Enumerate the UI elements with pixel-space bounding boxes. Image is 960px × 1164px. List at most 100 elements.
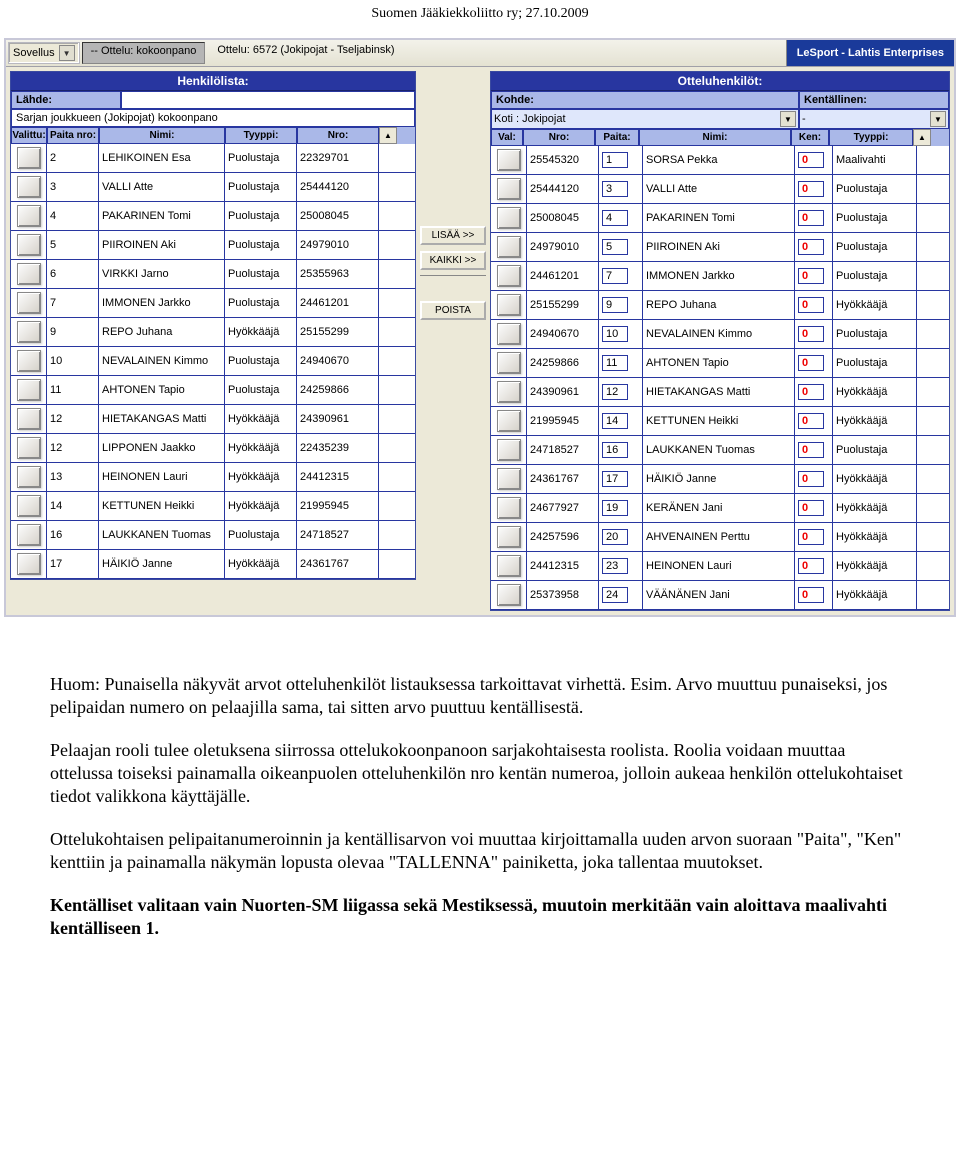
col-tyyppi[interactable]: Tyyppi: [829,129,913,146]
row-checkbox[interactable] [491,349,527,377]
col-val[interactable]: Val: [491,129,523,146]
row-checkbox[interactable] [491,465,527,493]
table-row[interactable]: 2425759620AHVENAINEN Perttu0Hyökkääjä [491,523,949,552]
row-checkbox[interactable] [11,202,47,230]
row-checkbox[interactable] [491,552,527,580]
ken-input[interactable]: 0 [795,523,833,551]
paita-input[interactable]: 11 [599,349,643,377]
add-button[interactable]: LISÄÄ >> [420,226,486,245]
col-paita[interactable]: Paita nro: [47,127,99,144]
row-checkbox[interactable] [11,463,47,491]
table-row[interactable]: 2425986611AHTONEN Tapio0Puolustaja [491,349,949,378]
row-checkbox[interactable] [491,262,527,290]
table-row[interactable]: 2494067010NEVALAINEN Kimmo0Puolustaja [491,320,949,349]
table-row[interactable]: 2436176717HÄIKIÖ Janne0Hyökkääjä [491,465,949,494]
row-checkbox[interactable] [491,204,527,232]
row-checkbox[interactable] [11,260,47,288]
paita-input[interactable]: 17 [599,465,643,493]
all-button[interactable]: KAIKKI >> [420,251,486,270]
col-ken[interactable]: Ken: [791,129,829,146]
ken-input[interactable]: 0 [795,407,833,435]
row-checkbox[interactable] [491,175,527,203]
ken-input[interactable]: 0 [795,175,833,203]
ken-input[interactable]: 0 [795,494,833,522]
row-checkbox[interactable] [491,291,527,319]
row-checkbox[interactable] [11,492,47,520]
row-checkbox[interactable] [491,146,527,174]
table-row[interactable]: 14KETTUNEN HeikkiHyökkääjä21995945 [11,492,415,521]
table-row[interactable]: 254441203VALLI Atte0Puolustaja [491,175,949,204]
table-row[interactable]: 11AHTONEN TapioPuolustaja24259866 [11,376,415,405]
remove-button[interactable]: POISTA [420,301,486,320]
row-checkbox[interactable] [491,378,527,406]
ken-input[interactable]: 0 [795,291,833,319]
paita-input[interactable]: 1 [599,146,643,174]
table-row[interactable]: 12HIETAKANGAS MattiHyökkääjä24390961 [11,405,415,434]
col-nimi[interactable]: Nimi: [99,127,225,144]
ken-input[interactable]: 0 [795,552,833,580]
table-row[interactable]: 250080454PAKARINEN Tomi0Puolustaja [491,204,949,233]
table-row[interactable]: 2LEHIKOINEN EsaPuolustaja22329701 [11,144,415,173]
table-row[interactable]: 16LAUKKANEN TuomasPuolustaja24718527 [11,521,415,550]
row-checkbox[interactable] [491,494,527,522]
table-row[interactable]: 3VALLI AttePuolustaja25444120 [11,173,415,202]
paita-input[interactable]: 24 [599,581,643,609]
ken-input[interactable]: 0 [795,349,833,377]
paita-input[interactable]: 5 [599,233,643,261]
ken-input[interactable]: 0 [795,320,833,348]
paita-input[interactable]: 20 [599,523,643,551]
kentallinen-dropdown[interactable]: - ▼ [799,109,949,129]
paita-input[interactable]: 23 [599,552,643,580]
scroll-up-icon[interactable]: ▲ [913,129,931,146]
table-row[interactable]: 17HÄIKIÖ JanneHyökkääjä24361767 [11,550,415,579]
row-checkbox[interactable] [491,581,527,609]
table-row[interactable]: 2471852716LAUKKANEN Tuomas0Puolustaja [491,436,949,465]
ken-input[interactable]: 0 [795,204,833,232]
ken-input[interactable]: 0 [795,262,833,290]
col-paita[interactable]: Paita: [595,129,639,146]
col-nro[interactable]: Nro: [523,129,595,146]
table-row[interactable]: 2439096112HIETAKANGAS Matti0Hyökkääjä [491,378,949,407]
row-checkbox[interactable] [11,144,47,172]
paita-input[interactable]: 19 [599,494,643,522]
col-nro[interactable]: Nro: [297,127,379,144]
row-checkbox[interactable] [11,521,47,549]
table-row[interactable]: 4PAKARINEN TomiPuolustaja25008045 [11,202,415,231]
row-checkbox[interactable] [491,233,527,261]
tab-kokoonpano[interactable]: -- Ottelu: kokoonpano [82,42,206,64]
table-row[interactable]: 244612017IMMONEN Jarkko0Puolustaja [491,262,949,291]
paita-input[interactable]: 3 [599,175,643,203]
row-checkbox[interactable] [491,407,527,435]
row-checkbox[interactable] [11,550,47,578]
row-checkbox[interactable] [11,231,47,259]
table-row[interactable]: 9REPO JuhanaHyökkääjä25155299 [11,318,415,347]
col-tyyppi[interactable]: Tyyppi: [225,127,297,144]
table-row[interactable]: 2537395824VÄÄNÄNEN Jani0Hyökkääjä [491,581,949,610]
table-row[interactable]: 249790105PIIROINEN Aki0Puolustaja [491,233,949,262]
ken-input[interactable]: 0 [795,436,833,464]
row-checkbox[interactable] [491,523,527,551]
row-checkbox[interactable] [11,289,47,317]
table-row[interactable]: 7IMMONEN JarkkoPuolustaja24461201 [11,289,415,318]
table-row[interactable]: 251552999REPO Juhana0Hyökkääjä [491,291,949,320]
paita-input[interactable]: 7 [599,262,643,290]
row-checkbox[interactable] [11,405,47,433]
row-checkbox[interactable] [491,436,527,464]
table-row[interactable]: 6VIRKKI JarnoPuolustaja25355963 [11,260,415,289]
kohde-dropdown[interactable]: Koti : Jokipojat ▼ [491,109,799,129]
table-row[interactable]: 13HEINONEN LauriHyökkääjä24412315 [11,463,415,492]
table-row[interactable]: 5PIIROINEN AkiPuolustaja24979010 [11,231,415,260]
row-checkbox[interactable] [11,347,47,375]
row-checkbox[interactable] [11,318,47,346]
table-row[interactable]: 2467792719KERÄNEN Jani0Hyökkääjä [491,494,949,523]
paita-input[interactable]: 12 [599,378,643,406]
table-row[interactable]: 10NEVALAINEN KimmoPuolustaja24940670 [11,347,415,376]
ken-input[interactable]: 0 [795,146,833,174]
table-row[interactable]: 2441231523HEINONEN Lauri0Hyökkääjä [491,552,949,581]
row-checkbox[interactable] [11,173,47,201]
col-valittu[interactable]: Valittu: [11,127,47,144]
paita-input[interactable]: 4 [599,204,643,232]
table-row[interactable]: 12LIPPONEN JaakkoHyökkääjä22435239 [11,434,415,463]
table-row[interactable]: 255453201SORSA Pekka0Maalivahti [491,146,949,175]
table-row[interactable]: 2199594514KETTUNEN Heikki0Hyökkääjä [491,407,949,436]
